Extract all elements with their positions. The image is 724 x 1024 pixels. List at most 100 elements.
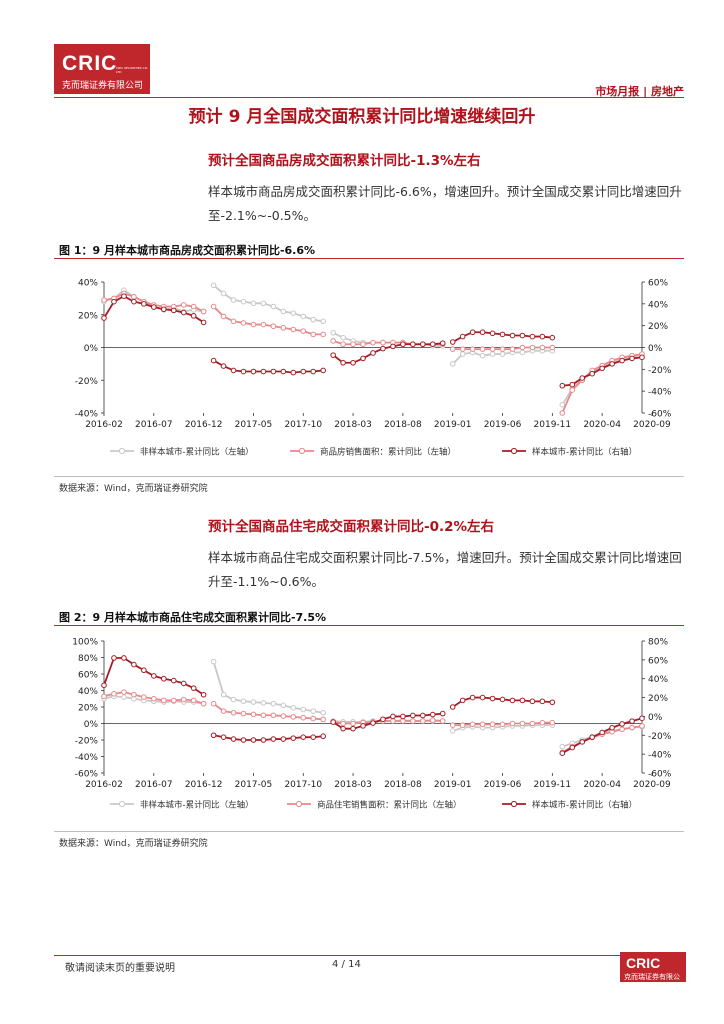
data-point [310, 734, 317, 740]
legend-label: 样本城市-累计同比（右轴） [532, 447, 637, 458]
right-tick-label: 0% [648, 713, 663, 723]
data-point [639, 354, 645, 361]
data-point [210, 732, 217, 739]
data-point [320, 709, 326, 716]
figure2-bottom-rule [54, 831, 684, 832]
right-tick-label: 0% [648, 344, 663, 354]
data-point [220, 313, 227, 320]
data-point [599, 365, 605, 372]
data-point [629, 718, 635, 724]
data-point [121, 655, 127, 661]
data-point [310, 715, 317, 722]
right-tick-label: 60% [648, 279, 668, 289]
data-point [121, 293, 127, 299]
data-point [479, 721, 486, 728]
data-point [280, 713, 287, 719]
data-point [270, 736, 277, 742]
data-point [539, 344, 546, 351]
data-point [210, 282, 217, 289]
data-point [170, 307, 177, 314]
data-point [420, 341, 426, 348]
data-point [589, 370, 595, 377]
data-point [300, 714, 307, 721]
data-point [340, 341, 346, 348]
x-tick-label: 2018-03 [334, 420, 372, 430]
data-point [220, 734, 227, 740]
data-point [340, 725, 346, 732]
data-point [639, 715, 645, 722]
data-point [330, 352, 336, 358]
figure2-caption: 图 2：9 月样本城市商品住宅成交面积累计同比-7.5% [59, 611, 327, 624]
data-point [449, 728, 456, 734]
data-point [489, 695, 496, 702]
x-tick-label: 2016-12 [185, 420, 223, 430]
data-point [131, 661, 137, 668]
data-point [170, 697, 177, 704]
x-tick-label: 2019-11 [534, 780, 572, 790]
data-point [290, 326, 297, 333]
data-point [310, 368, 317, 375]
data-point [250, 699, 257, 705]
data-point [509, 697, 516, 704]
legend-marker [118, 447, 126, 455]
data-point [200, 700, 207, 707]
data-point [619, 726, 625, 733]
data-point [320, 367, 326, 374]
x-tick-label: 2019-06 [484, 420, 522, 430]
data-point [629, 355, 635, 362]
data-point [151, 695, 157, 702]
data-point [360, 355, 366, 362]
brand-logo: CRIC CRIC SECURITIES CO. LTD 克而瑞证券有限公司 [54, 44, 150, 94]
data-point [260, 368, 267, 375]
data-point [200, 308, 207, 315]
left-tick-label: 100% [72, 638, 98, 648]
section2-heading: 预计全国商品住宅成交面积累计同比-0.2%左右 [208, 519, 495, 535]
x-tick-label: 2016-02 [85, 780, 123, 790]
x-tick-label: 2017-05 [235, 780, 273, 790]
data-point [559, 402, 566, 408]
data-point [509, 332, 516, 339]
data-point [519, 349, 526, 356]
section2-paragraph: 样本城市商品住宅成交面积累计同比-7.5%，增速回升。预计全国成交累计同比增速回… [208, 550, 682, 589]
left-tick-label: -40% [75, 753, 99, 763]
left-tick-label: 20% [78, 704, 98, 714]
data-point [170, 677, 177, 684]
x-tick-label: 2020-09 [633, 420, 671, 430]
data-point [280, 325, 287, 331]
data-point [519, 697, 526, 704]
right-tick-label: 40% [648, 675, 668, 685]
data-point [280, 368, 287, 375]
data-point [180, 680, 187, 687]
chart-1: 40%20%0%-20%-40%60%40%20%0%-20%-40%-60%2… [75, 279, 672, 458]
data-point [220, 708, 227, 714]
data-point [619, 357, 625, 364]
data-point [639, 723, 645, 729]
data-point [300, 734, 307, 740]
series-line [212, 305, 324, 336]
data-point [190, 313, 197, 319]
logo-tiny-text: CRIC SECURITIES CO. LTD [116, 66, 148, 74]
data-point [111, 298, 117, 305]
data-point [489, 346, 496, 352]
data-point [141, 667, 147, 674]
data-point [141, 301, 147, 307]
data-point [499, 696, 506, 703]
data-point [380, 716, 386, 723]
figure1-caption: 图 1：9 月样本城市商品房成交面积累计同比-6.6% [59, 244, 316, 257]
left-tick-label: -40% [75, 410, 99, 420]
data-point [310, 331, 317, 338]
data-point [230, 696, 237, 703]
data-point [569, 387, 576, 393]
data-point [290, 310, 297, 316]
legend-marker [298, 447, 306, 455]
data-point [111, 655, 117, 661]
x-tick-label: 2017-05 [235, 420, 273, 430]
data-point [599, 729, 605, 736]
data-point [370, 339, 376, 346]
data-point [250, 711, 257, 718]
data-point [449, 704, 456, 710]
data-point [449, 339, 456, 345]
data-point [230, 318, 237, 325]
data-point [489, 330, 496, 337]
x-tick-label: 2019-06 [484, 780, 522, 790]
